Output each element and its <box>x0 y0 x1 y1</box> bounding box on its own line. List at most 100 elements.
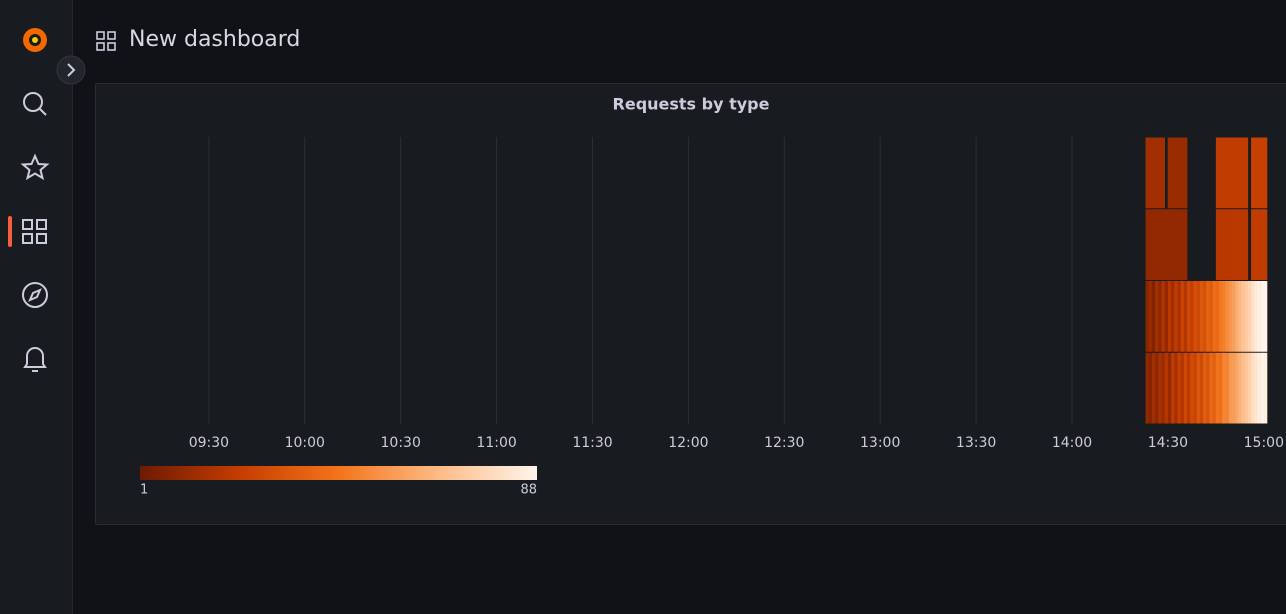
heatmap-cell <box>1145 352 1150 424</box>
heatmap-cell <box>1155 137 1159 209</box>
logo-core <box>32 37 38 43</box>
explore-icon[interactable] <box>22 282 48 308</box>
heatmap-cell <box>1254 352 1258 424</box>
heatmap-cell <box>1254 209 1258 280</box>
heatmap-cell <box>1238 137 1242 209</box>
heatmap-cell <box>1244 137 1249 209</box>
logo[interactable] <box>23 28 47 52</box>
panel <box>95 83 1286 525</box>
heatmap-cell <box>1222 209 1226 280</box>
heatmap-cell <box>1219 352 1223 424</box>
legend-max: 88 <box>520 483 537 498</box>
dashboards-icon[interactable] <box>22 219 47 244</box>
heatmap-cell <box>1148 137 1153 209</box>
heatmap-cell <box>1231 281 1236 352</box>
heatmap-cell <box>1155 209 1159 280</box>
legend-min: 1 <box>140 483 148 498</box>
heatmap-cell <box>1225 281 1229 352</box>
heatmap-cell <box>1231 209 1236 280</box>
heatmap-cell <box>1177 209 1182 280</box>
heatmap-cell <box>1151 281 1156 352</box>
heatmap-cell <box>1167 209 1172 280</box>
heatmap-cell <box>1257 209 1261 280</box>
heatmap-cell <box>1219 209 1223 280</box>
heatmap-cell <box>1145 209 1150 280</box>
heatmap-cell <box>1187 352 1191 424</box>
expand-button[interactable] <box>56 55 86 85</box>
heatmap-cell <box>1206 281 1210 352</box>
heatmap-cell <box>1251 209 1255 280</box>
heatmap-cell <box>1199 352 1204 424</box>
heatmap-cell <box>1183 352 1188 424</box>
heatmap-cell <box>1215 281 1220 352</box>
heatmap-cell <box>1263 209 1268 280</box>
heatmap-cell <box>1171 209 1175 280</box>
heatmap-cell <box>1260 137 1265 209</box>
panel-title[interactable]: Requests by type <box>613 95 770 114</box>
plot: 09:30 10:00 10:30 11:00 11:30 12:00 12:30 13:00… <box>189 137 1284 451</box>
heatmap-cell <box>1263 281 1268 352</box>
color-legend <box>140 466 537 480</box>
search-icon[interactable] <box>23 92 47 116</box>
heatmap-cell <box>1174 209 1178 280</box>
x-tick-label: 11:30 <box>572 435 612 451</box>
heatmap-cell <box>1171 281 1175 352</box>
heatmap-cell <box>1148 209 1153 280</box>
x-tick-label: 10:00 <box>285 435 325 451</box>
heatmap-cell <box>1190 281 1194 352</box>
heatmap-cell <box>1193 281 1197 352</box>
heatmap-cell <box>1222 281 1226 352</box>
heatmap-cell <box>1174 137 1178 209</box>
heatmap-cell <box>1225 137 1229 209</box>
heatmap-cell <box>1257 137 1261 209</box>
expand-circle <box>56 55 86 85</box>
heatmap-cell <box>1247 352 1252 424</box>
alert-icon[interactable] <box>23 347 47 372</box>
x-tick-label: 12:00 <box>668 435 708 451</box>
dashboard-title[interactable]: New dashboard <box>129 27 300 52</box>
heatmap-cell <box>1203 352 1207 424</box>
heatmap-cell <box>1180 209 1185 280</box>
heatmap-cell <box>1193 352 1197 424</box>
heatmap-cell <box>1206 352 1210 424</box>
heatmap-cell <box>1212 281 1217 352</box>
heatmap-cell <box>1260 352 1265 424</box>
heatmap-cell <box>1180 352 1185 424</box>
nav-icons <box>20 92 50 372</box>
heatmap-cell <box>1164 281 1169 352</box>
heatmap-cell <box>1190 352 1194 424</box>
x-tick-label: 15:00 <box>1244 435 1284 451</box>
heatmap-cell <box>1215 137 1220 209</box>
x-tick-label: 13:00 <box>860 435 900 451</box>
heatmap-cell <box>1228 209 1233 280</box>
heatmap-cell <box>1151 209 1156 280</box>
heatmap-cell <box>1257 352 1261 424</box>
heatmap-cell <box>1241 352 1245 424</box>
heatmap-cell <box>1238 209 1242 280</box>
heatmap-cell <box>1164 352 1169 424</box>
heatmap-cell <box>1164 209 1169 280</box>
heatmap-cell <box>1228 137 1233 209</box>
x-tick-label: 13:30 <box>956 435 996 451</box>
heatmap-cell <box>1148 352 1153 424</box>
heatmap-cell <box>1238 352 1242 424</box>
x-tick-label: 14:30 <box>1148 435 1188 451</box>
heatmap-cell <box>1219 281 1223 352</box>
heatmap-cell <box>1219 137 1223 209</box>
heatmap-cell <box>1238 281 1242 352</box>
heatmap-cell <box>1161 352 1166 424</box>
heatmap-cell <box>1260 209 1265 280</box>
heatmap-cell <box>1244 209 1249 280</box>
heatmap-cell <box>1225 209 1229 280</box>
heatmap-cell <box>1196 352 1201 424</box>
heatmap-cell <box>1177 352 1182 424</box>
heatmap-cell <box>1222 352 1226 424</box>
heatmap-cell <box>1215 352 1220 424</box>
heatmap-cell <box>1174 352 1178 424</box>
heatmap-cell <box>1158 352 1162 424</box>
heatmap-cell <box>1183 137 1188 209</box>
x-tick-label: 11:00 <box>476 435 516 451</box>
star-icon[interactable] <box>20 153 50 181</box>
